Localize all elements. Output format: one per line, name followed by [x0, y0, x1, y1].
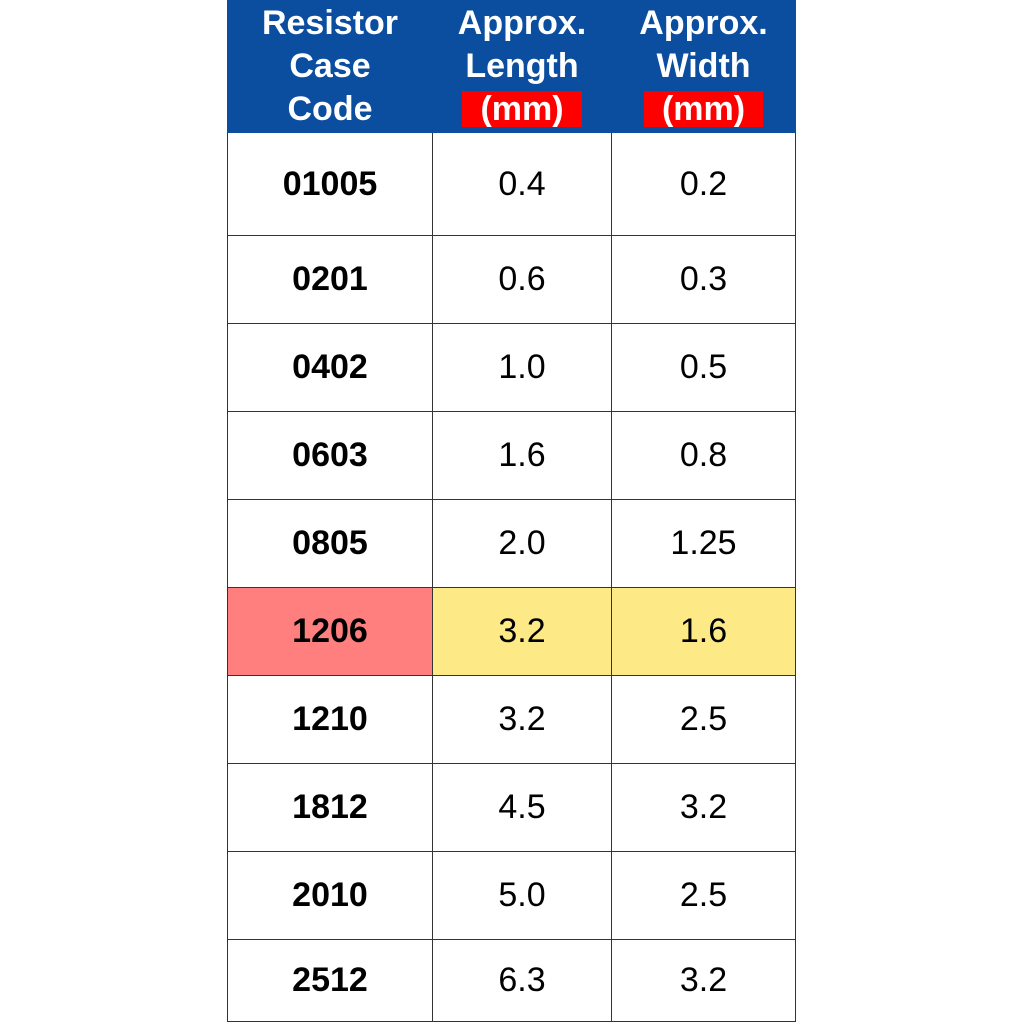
- header-line: Code: [287, 90, 373, 128]
- case-code: 0805: [227, 499, 433, 588]
- dimension: 0.5: [611, 323, 796, 412]
- dimension: 3.2: [611, 763, 796, 852]
- table-header: Resistor Case Code Approx. Length (mm) Approx.…: [227, 0, 796, 133]
- header-unit-line: (mm): [612, 88, 795, 131]
- dimension: 1.6: [611, 587, 796, 676]
- header-cell: Approx. Length (mm): [432, 0, 612, 133]
- resistor-table: Resistor Case Code Approx. Length (mm) Approx.…: [227, 0, 796, 1022]
- dimension: 3.2: [432, 587, 612, 676]
- dimension: 2.0: [432, 499, 612, 588]
- header-cell: Approx. Width (mm): [611, 0, 796, 133]
- dimension: 1.0: [432, 323, 612, 412]
- case-code: 2512: [227, 939, 433, 1022]
- dimension: 5.0: [432, 851, 612, 940]
- header-unit: (mm): [462, 91, 582, 127]
- header-unit-line: (mm): [433, 88, 611, 131]
- table-row: 0805 2.0 1.25: [227, 499, 796, 588]
- header-cell: Resistor Case Code: [227, 0, 433, 133]
- case-code: 1206: [227, 587, 433, 676]
- table-row: 01005 0.4 0.2: [227, 132, 796, 236]
- case-code: 01005: [227, 132, 433, 236]
- dimension: 0.4: [432, 132, 612, 236]
- case-code: 2010: [227, 851, 433, 940]
- dimension: 1.25: [611, 499, 796, 588]
- header-row: Resistor Case Code Approx. Length (mm) Approx.…: [227, 0, 796, 133]
- header-line: Approx.: [457, 4, 587, 42]
- table-body: 01005 0.4 0.2 0201 0.6 0.3 0402 1.0 0.5 0603 1.6 0.…: [227, 132, 796, 1022]
- dimension: 0.8: [611, 411, 796, 500]
- table-row: 1210 3.2 2.5: [227, 675, 796, 764]
- table-row: 0603 1.6 0.8: [227, 411, 796, 500]
- dimension: 6.3: [432, 939, 612, 1022]
- case-code: 1210: [227, 675, 433, 764]
- header-unit: (mm): [643, 91, 764, 127]
- dimension: 0.6: [432, 235, 612, 324]
- dimension: 2.5: [611, 675, 796, 764]
- case-code: 1812: [227, 763, 433, 852]
- case-code: 0402: [227, 323, 433, 412]
- case-code: 0201: [227, 235, 433, 324]
- dimension: 0.2: [611, 132, 796, 236]
- header-line: Width: [656, 47, 751, 85]
- table-row: 2512 6.3 3.2: [227, 939, 796, 1022]
- table-row: 0402 1.0 0.5: [227, 323, 796, 412]
- dimension: 0.3: [611, 235, 796, 324]
- table-row: 2010 5.0 2.5: [227, 851, 796, 940]
- header-line: Length: [465, 47, 579, 85]
- table-row: 1206 3.2 1.6: [227, 587, 796, 676]
- dimension: 4.5: [432, 763, 612, 852]
- case-code: 0603: [227, 411, 433, 500]
- table-wrap: Resistor Case Code Approx. Length (mm) Approx.…: [227, 0, 796, 1024]
- header-line: Resistor: [261, 4, 399, 42]
- table-row: 0201 0.6 0.3: [227, 235, 796, 324]
- dimension: 3.2: [611, 939, 796, 1022]
- header-line: Case: [289, 47, 371, 85]
- header-line: Approx.: [639, 4, 768, 42]
- dimension: 1.6: [432, 411, 612, 500]
- dimension: 3.2: [432, 675, 612, 764]
- dimension: 2.5: [611, 851, 796, 940]
- table-row: 1812 4.5 3.2: [227, 763, 796, 852]
